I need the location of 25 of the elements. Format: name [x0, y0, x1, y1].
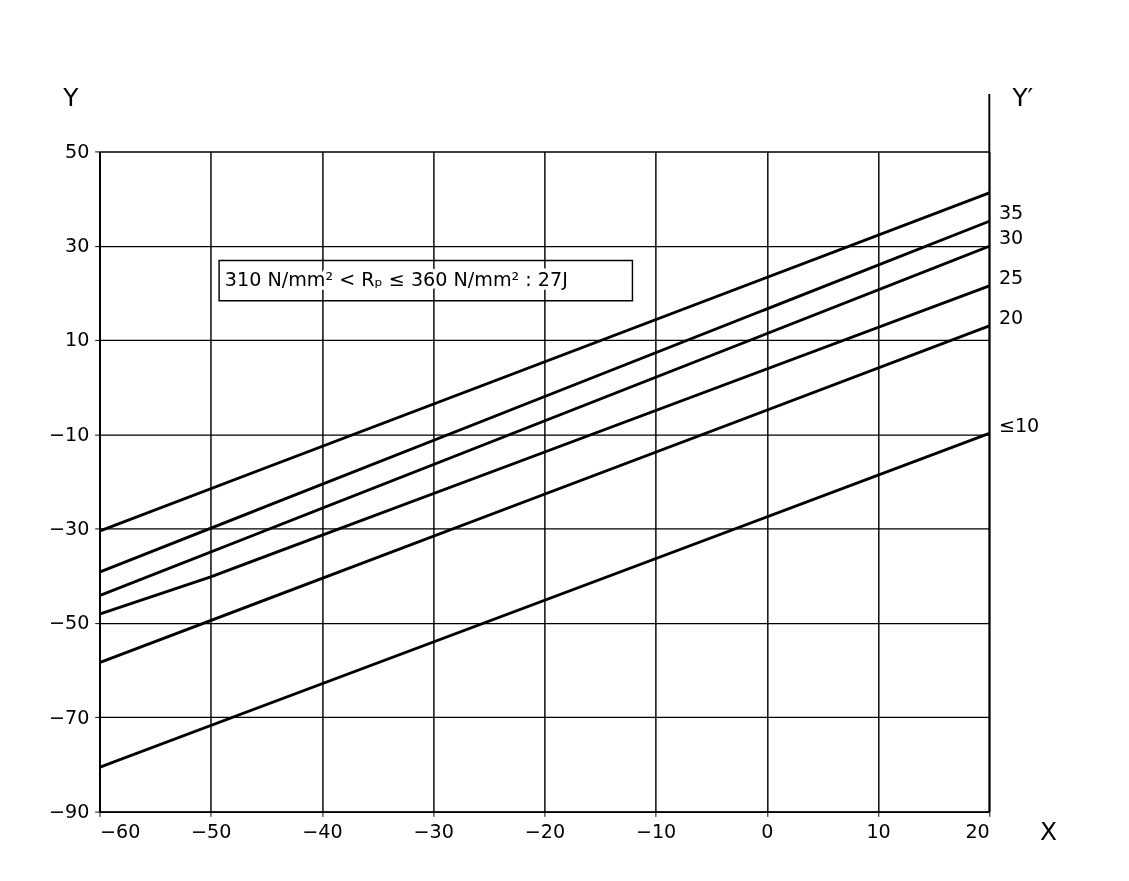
- y-tick-label: 10: [65, 328, 90, 352]
- x-tick-label: −60: [99, 819, 141, 843]
- series-label: ≤10: [998, 413, 1040, 437]
- series-label: 30: [998, 226, 1024, 250]
- y-tick-label: 50: [65, 139, 90, 163]
- series-label: 35: [998, 201, 1024, 225]
- x-tick-label: 10: [866, 819, 891, 843]
- x-axis-title: X: [1040, 817, 1058, 847]
- x-tick-label: −10: [635, 819, 677, 843]
- x-tick-label: 0: [761, 819, 774, 843]
- y-tick-label: −90: [49, 799, 90, 823]
- x-tick-label: −30: [413, 819, 454, 843]
- x-tick-label: −50: [191, 819, 232, 843]
- y2-axis-title: Y′: [1011, 83, 1034, 113]
- y-tick-label: −50: [49, 611, 90, 635]
- x-tick-label: 20: [965, 819, 990, 843]
- x-tick-label: −20: [524, 819, 566, 843]
- y-tick-label: −70: [49, 705, 90, 729]
- x-tick-label: −40: [302, 819, 343, 843]
- series-label: 20: [998, 306, 1024, 329]
- y-tick-label: −30: [49, 516, 90, 540]
- series-label: 25: [998, 265, 1024, 289]
- y-axis-title: Y: [62, 83, 80, 113]
- y-tick-label: −10: [49, 422, 90, 446]
- y-tick-label: 30: [65, 233, 90, 257]
